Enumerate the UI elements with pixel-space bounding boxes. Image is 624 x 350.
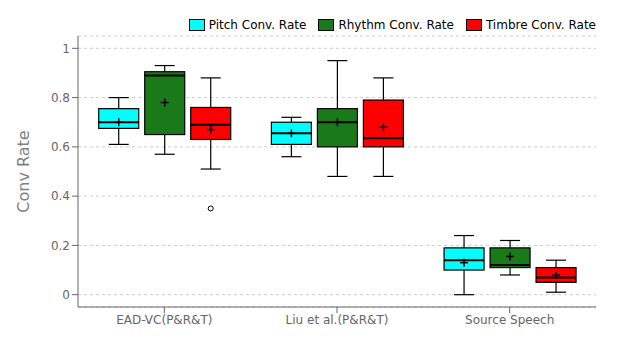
svg-text:1: 1: [62, 42, 70, 56]
svg-text:0: 0: [62, 288, 70, 302]
html-text:Timbre Conv. Rate: Timbre Conv. Rate: [485, 18, 596, 32]
svg-text:0.4: 0.4: [51, 189, 70, 203]
svg-text:Source Speech: Source Speech: [465, 313, 554, 327]
svg-text:0.8: 0.8: [51, 91, 70, 105]
svg-text:Conv Rate: Conv Rate: [14, 130, 33, 212]
svg-text:0.2: 0.2: [51, 239, 70, 253]
svg-text:0.6: 0.6: [51, 140, 70, 154]
html-text:Pitch Conv. Rate: Pitch Conv. Rate: [208, 18, 307, 32]
svg-text:EAD-VC(P&R&T): EAD-VC(P&R&T): [116, 313, 212, 327]
html-text:Rhythm Conv. Rate: Rhythm Conv. Rate: [338, 18, 454, 32]
svg-text:Liu et al.(P&R&T): Liu et al.(P&R&T): [286, 313, 389, 327]
